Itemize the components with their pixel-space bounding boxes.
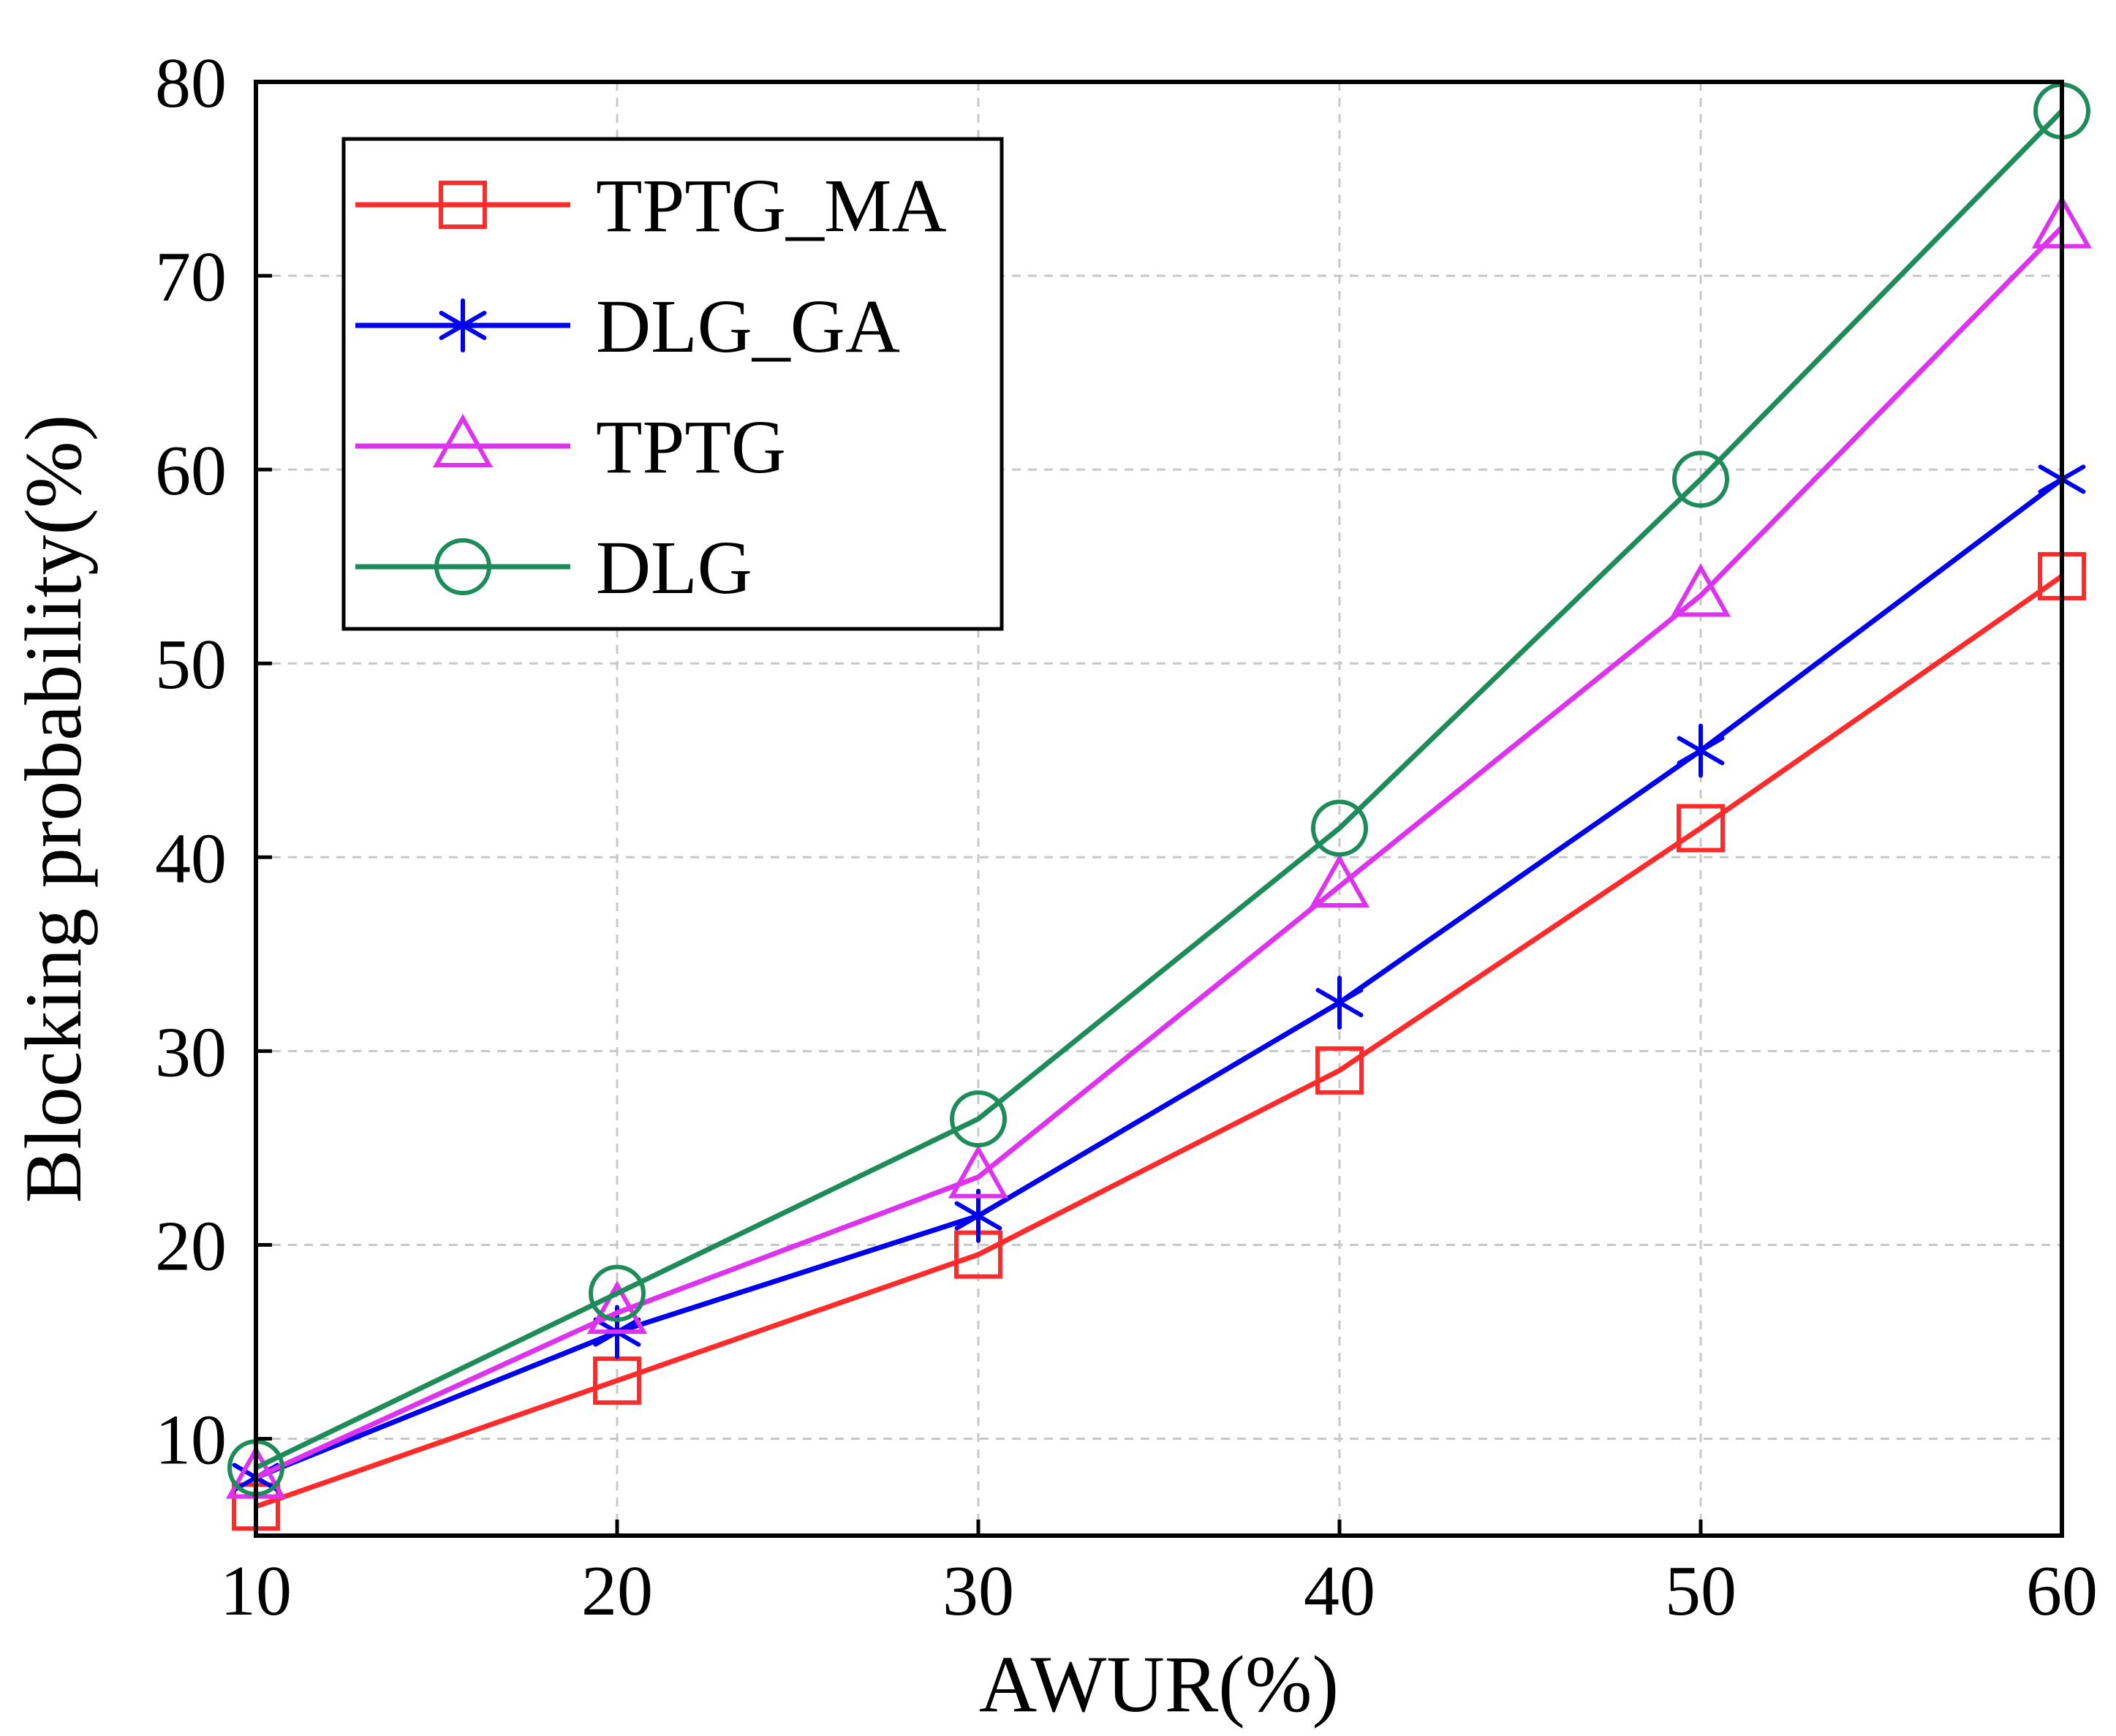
x-tick-label-40: 40 xyxy=(1304,1552,1375,1631)
series-line-dlg-ga xyxy=(254,477,2064,1480)
y-tick-label-20: 20 xyxy=(155,1207,227,1286)
series-dlg xyxy=(227,82,2090,1497)
x-axis-title: AWUR(%) xyxy=(979,1639,1339,1729)
plot-frame xyxy=(254,80,2064,1538)
y-tick-label-80: 80 xyxy=(155,44,227,123)
data-point-dlg-ga-30 xyxy=(954,1188,1002,1243)
x-axis-ticks: 10 20 30 40 50 60 xyxy=(220,1520,2098,1631)
x-tick-label-20: 20 xyxy=(581,1552,653,1631)
data-point-tptg-ma-40 xyxy=(1315,1046,1364,1095)
legend-item-dlg-ga: DLG_GA xyxy=(355,284,900,369)
x-tick-label-30: 30 xyxy=(942,1552,1014,1631)
data-point-tptg-40 xyxy=(1309,853,1370,908)
data-point-dlg-ga-50 xyxy=(1677,723,1725,778)
data-point-tptg-ma-50 xyxy=(1677,804,1725,853)
legend-item-tptg-ma: TPTG_MA xyxy=(355,164,947,248)
data-point-tptg-50 xyxy=(1670,563,1731,617)
series-layer xyxy=(225,82,2093,1531)
y-tick-label-40: 40 xyxy=(155,819,227,898)
data-point-dlg-ga-40 xyxy=(1315,975,1364,1030)
data-point-dlg-20 xyxy=(589,1264,646,1322)
legend-label-tptg-ma: TPTG_MA xyxy=(596,164,947,248)
legend: TPTG_MA DLG_GA TPTG DLG xyxy=(341,137,1004,631)
legend-label-tptg: TPTG xyxy=(596,405,786,489)
y-axis-ticks: 10 20 30 40 50 60 70 80 xyxy=(155,44,272,1479)
y-tick-label-50: 50 xyxy=(155,625,227,704)
series-line-tptg xyxy=(254,225,2064,1480)
legend-item-tptg: TPTG xyxy=(355,405,786,489)
y-tick-label-60: 60 xyxy=(155,431,227,510)
data-point-dlg-30 xyxy=(950,1090,1007,1148)
x-tick-label-10: 10 xyxy=(220,1552,292,1631)
legend-label-dlg: DLG xyxy=(596,526,752,610)
x-tick-label-60: 60 xyxy=(2026,1552,2098,1631)
legend-box xyxy=(341,137,1004,631)
legend-label-dlg-ga: DLG_GA xyxy=(596,284,900,369)
y-tick-label-30: 30 xyxy=(155,1013,227,1092)
series-tptg-ma xyxy=(232,551,2086,1531)
series-line-dlg xyxy=(254,109,2064,1471)
legend-item-dlg: DLG xyxy=(355,526,752,610)
y-tick-label-70: 70 xyxy=(155,238,227,317)
data-point-dlg-40 xyxy=(1311,799,1368,857)
data-point-dlg-50 xyxy=(1672,450,1729,508)
x-tick-label-50: 50 xyxy=(1665,1552,1737,1631)
data-point-tptg-20 xyxy=(586,1280,648,1335)
series-line-tptg-ma xyxy=(254,574,2064,1509)
legend-marker-dlg-ga xyxy=(439,298,487,352)
data-point-tptg-30 xyxy=(948,1144,1009,1199)
y-tick-label-10: 10 xyxy=(155,1400,227,1479)
y-axis-title: Blocking probability(%) xyxy=(9,415,98,1203)
legend-marker-tptg xyxy=(432,413,494,467)
legend-marker-dlg xyxy=(434,538,491,595)
legend-marker-tptg-ma xyxy=(439,181,487,229)
